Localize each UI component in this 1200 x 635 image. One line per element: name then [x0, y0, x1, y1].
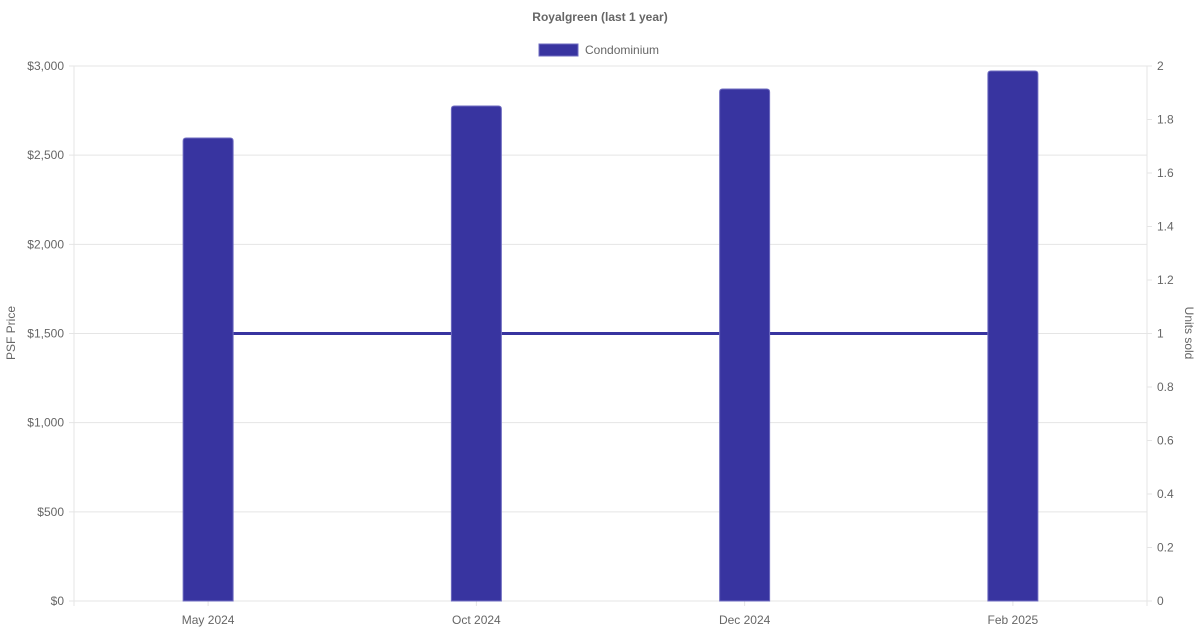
chart-title: Royalgreen (last 1 year)	[532, 10, 667, 24]
bar[interactable]	[719, 88, 771, 602]
y2-tick-label: 0.2	[1157, 541, 1174, 555]
y-tick-label: $3,000	[27, 59, 64, 73]
bar[interactable]	[450, 105, 502, 602]
y-tick-label: $1,000	[27, 416, 64, 430]
y2-tick-label: 1	[1157, 327, 1164, 341]
y-tick-label: $1,500	[27, 327, 64, 341]
y2-axis-title: Units sold	[1182, 307, 1196, 360]
legend-label: Condominium	[585, 43, 659, 57]
y-axis-title: PSF Price	[4, 306, 18, 360]
y2-tick-label: 0.8	[1157, 380, 1174, 394]
y-tick-label: $0	[51, 594, 65, 608]
y-tick-label: $500	[37, 505, 64, 519]
legend-swatch	[538, 43, 579, 57]
bar[interactable]	[182, 137, 234, 602]
y2-tick-label: 1.8	[1157, 113, 1174, 127]
x-tick-label: Oct 2024	[452, 613, 501, 627]
y2-tick-label: 0	[1157, 594, 1164, 608]
y-tick-label: $2,500	[27, 148, 64, 162]
x-tick-label: May 2024	[182, 613, 235, 627]
y2-tick-label: 1.2	[1157, 273, 1174, 287]
y2-tick-label: 0.4	[1157, 487, 1174, 501]
y-tick-label: $2,000	[27, 237, 64, 251]
y2-tick-label: 0.6	[1157, 434, 1174, 448]
x-tick-label: Dec 2024	[719, 613, 771, 627]
y2-tick-label: 2	[1157, 59, 1164, 73]
x-tick-label: Feb 2025	[988, 613, 1039, 627]
bar[interactable]	[987, 70, 1039, 602]
legend[interactable]: Condominium	[538, 43, 659, 57]
y2-tick-label: 1.4	[1157, 220, 1174, 234]
y2-tick-label: 1.6	[1157, 166, 1174, 180]
